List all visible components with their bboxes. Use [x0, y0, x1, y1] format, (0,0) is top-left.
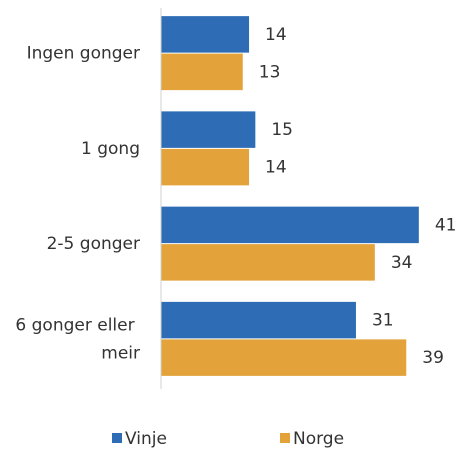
category-label: Ingen gonger [27, 44, 140, 64]
value-label: 15 [271, 120, 293, 140]
category-label: 6 gonger eller meir [15, 315, 140, 363]
bar [161, 16, 250, 53]
value-label: 41 [435, 215, 457, 235]
value-label: 14 [265, 25, 287, 45]
value-label: 34 [391, 253, 413, 273]
value-label: 31 [372, 311, 394, 331]
value-label: 14 [265, 158, 287, 178]
category-label-line: meir [101, 343, 140, 363]
category-label: 1 gong [81, 139, 140, 159]
bar [161, 301, 356, 339]
value-label: 39 [422, 348, 444, 368]
legend-swatch [112, 433, 122, 443]
legend-label: Norge [293, 429, 344, 449]
value-label: 13 [259, 62, 281, 82]
bar [161, 339, 407, 376]
bar [161, 53, 243, 91]
legend-swatch [280, 433, 290, 443]
legend-label: Vinje [125, 429, 167, 449]
bar [161, 244, 375, 281]
bar [161, 148, 250, 186]
bar [161, 111, 256, 148]
bar [161, 206, 419, 244]
category-label: 2-5 gonger [47, 234, 140, 254]
category-label-line: 6 gonger eller [15, 315, 140, 335]
